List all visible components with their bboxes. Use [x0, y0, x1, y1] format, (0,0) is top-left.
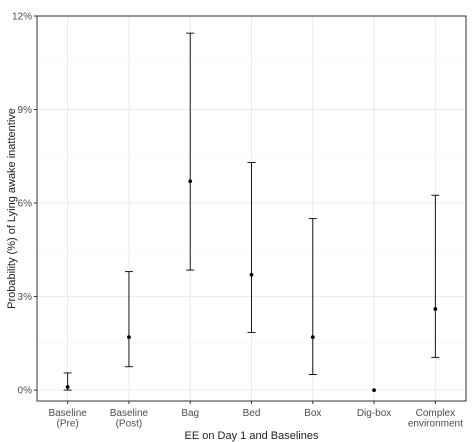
x-tick-label: Baseline (Pre) — [48, 408, 87, 430]
data-marks — [63, 32, 440, 392]
y-axis: 0% 3% 6% 9% 12% — [12, 12, 37, 397]
y-tick-label: 3% — [18, 292, 33, 303]
data-point — [372, 388, 376, 392]
y-tick-label: 9% — [18, 105, 33, 116]
x-tick-label: Dig-box — [357, 408, 391, 419]
data-point — [127, 335, 131, 339]
x-tick-label: Box — [304, 408, 321, 419]
x-tick-label: Bed — [243, 408, 261, 419]
x-axis-title: EE on Day 1 and Baselines — [185, 430, 319, 442]
data-point — [433, 307, 438, 311]
x-tick-label: Complex environment — [408, 408, 463, 430]
data-point — [65, 385, 70, 389]
x-tick-label: Baseline (Post) — [110, 408, 149, 430]
y-axis-title: Probability (%) of Lying awake inattenti… — [6, 108, 18, 309]
y-tick-label: 6% — [18, 199, 33, 210]
y-tick-label: 12% — [12, 12, 32, 23]
x-tick-label: Bag — [181, 408, 199, 419]
y-tick-label: 0% — [18, 386, 33, 397]
data-point — [310, 335, 315, 339]
data-point — [249, 272, 254, 277]
data-point — [188, 179, 193, 184]
x-axis: Baseline (Pre) Baseline (Post) Bag Bed Box Dig-… — [48, 401, 463, 430]
